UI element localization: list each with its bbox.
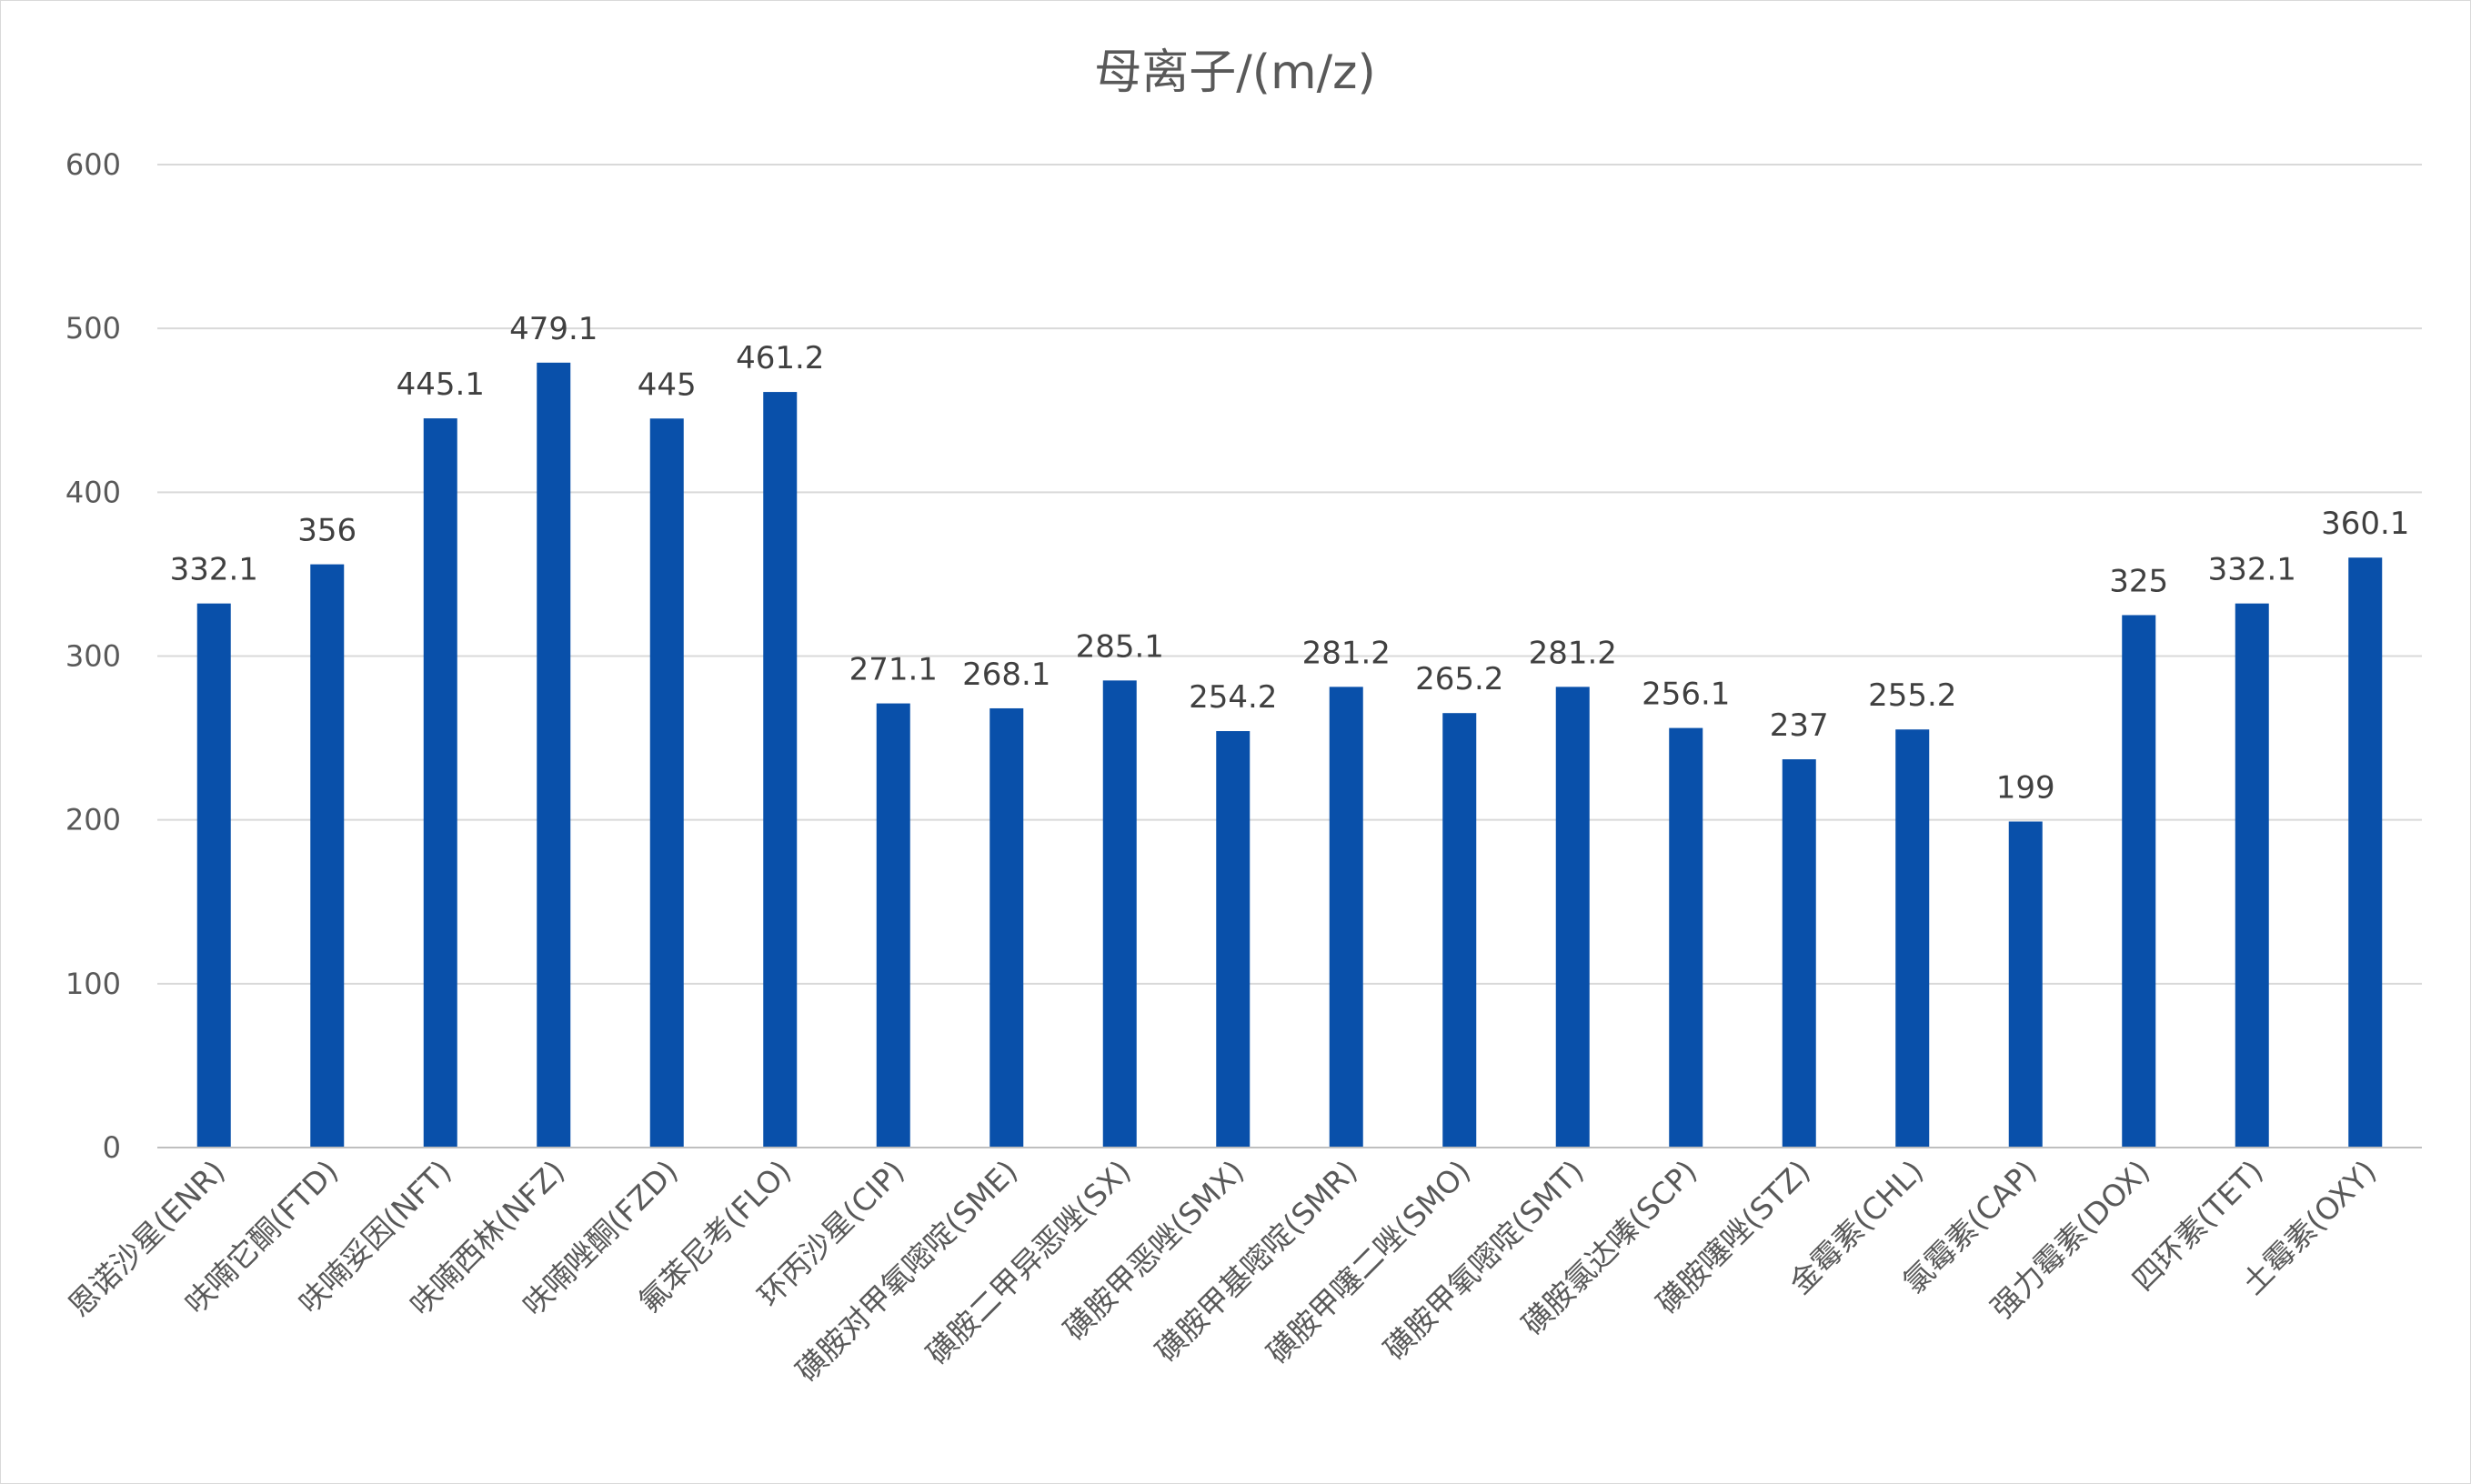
data-label: 332.1 — [170, 552, 258, 588]
chart-title: 母离子/(m/z) — [1094, 45, 1376, 100]
bars — [196, 362, 2383, 1148]
bar — [1782, 759, 1816, 1148]
y-axis-ticks: 0 100 200 300 400 500 600 — [65, 147, 121, 1165]
data-label: 281.2 — [1529, 635, 1617, 671]
data-label: 268.1 — [962, 657, 1050, 693]
x-tick-label: 磺胺甲噻二唑(SMO) — [1260, 1153, 1477, 1370]
bar — [989, 707, 1024, 1148]
bar — [1555, 687, 1590, 1148]
data-label: 254.2 — [1189, 679, 1277, 716]
x-axis-labels: 恩诺沙星(ENR)呋喃它酮(FTD)呋喃妥因(NFT)呋喃西林(NFZ)呋喃唑酮… — [61, 1153, 2383, 1389]
bar — [649, 418, 684, 1148]
x-tick-label: 磺胺甲氧嘧啶(SMT) — [1377, 1153, 1591, 1367]
bar — [1329, 687, 1363, 1148]
y-tick-label: 300 — [65, 639, 121, 674]
data-label: 325 — [2109, 563, 2168, 599]
data-label: 199 — [1996, 769, 2055, 806]
data-label: 479.1 — [509, 311, 598, 347]
y-tick-label: 600 — [65, 147, 121, 182]
bar — [423, 418, 457, 1148]
x-tick-label: 磺胺对甲氧嘧啶(SME) — [789, 1153, 1025, 1389]
data-label: 461.2 — [736, 340, 824, 376]
data-label: 255.2 — [1868, 677, 1956, 714]
bar — [1442, 713, 1477, 1148]
data-label: 356 — [297, 513, 357, 549]
data-label: 445 — [638, 366, 697, 403]
bar — [1102, 680, 1137, 1148]
x-tick-label: 磺胺甲基嘧啶(SMR) — [1149, 1153, 1364, 1369]
bar — [196, 603, 231, 1148]
bar — [310, 564, 345, 1148]
bar — [2122, 615, 2156, 1148]
data-labels: 332.1 356 445.1 479.1 445 461.2 271.1 268.1 285.… — [170, 311, 2410, 807]
bar — [2348, 557, 2383, 1148]
x-tick-label: 磺胺二甲异恶唑(SX) — [919, 1153, 1138, 1371]
y-tick-label: 400 — [65, 475, 121, 509]
data-label: 256.1 — [1642, 677, 1730, 713]
bar — [1895, 729, 1930, 1148]
data-label: 271.1 — [849, 652, 938, 688]
bar — [763, 392, 798, 1148]
bar — [537, 362, 571, 1148]
data-label: 237 — [1770, 707, 1829, 744]
bar — [1216, 731, 1251, 1148]
y-tick-label: 0 — [103, 1130, 121, 1165]
data-label: 281.2 — [1302, 635, 1391, 671]
data-label: 332.1 — [2208, 552, 2296, 588]
y-tick-label: 200 — [65, 803, 121, 837]
y-tick-label: 100 — [65, 967, 121, 1001]
data-label: 285.1 — [1076, 628, 1164, 665]
bar — [876, 703, 910, 1148]
bar — [2235, 603, 2269, 1148]
bar — [1669, 727, 1703, 1148]
data-label: 360.1 — [2321, 506, 2409, 542]
y-tick-label: 500 — [65, 311, 121, 346]
gridlines — [157, 164, 2422, 985]
data-label: 445.1 — [397, 366, 485, 403]
data-label: 265.2 — [1415, 661, 1503, 697]
bar — [2008, 821, 2043, 1148]
